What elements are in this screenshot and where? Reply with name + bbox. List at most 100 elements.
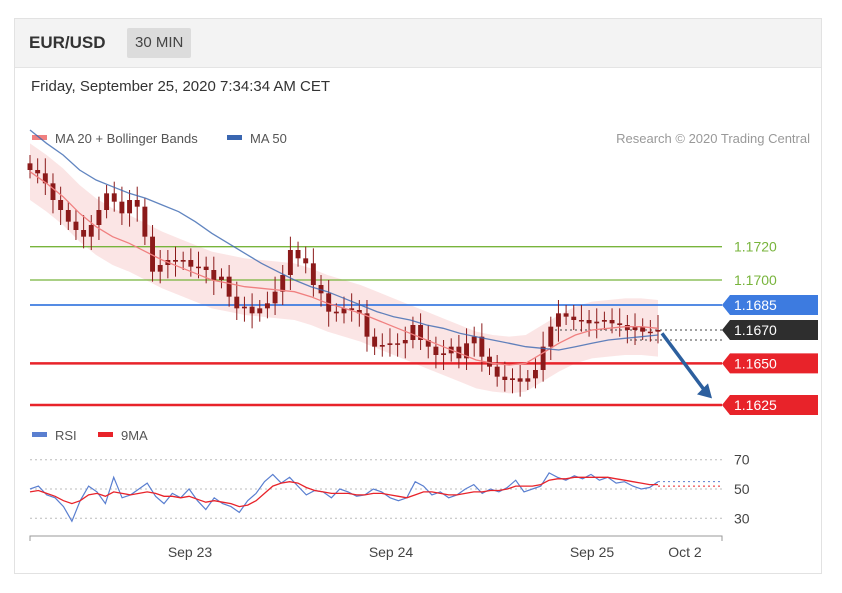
candle-body xyxy=(234,296,240,309)
candle-body xyxy=(58,200,64,210)
chart-header: EUR/USD 30 MIN xyxy=(15,19,821,68)
candle-body xyxy=(42,173,48,184)
level-label-1.1720: 1.1720 xyxy=(734,239,777,255)
timestamp: Friday, September 25, 2020 7:34:34 AM CE… xyxy=(31,78,331,95)
rsi-legend-label-0: RSI xyxy=(55,428,77,443)
candle-body xyxy=(586,320,592,324)
candle-body xyxy=(594,321,600,324)
x-tick-Sep-24: Sep 24 xyxy=(369,544,414,560)
rsi-legend-swatch-1 xyxy=(98,432,113,437)
candle-body xyxy=(333,311,339,314)
candle-body xyxy=(226,276,232,297)
timeframe-button[interactable]: 30 MIN xyxy=(127,28,192,58)
copyright-notice: Research © 2020 Trading Central xyxy=(616,131,810,146)
candle-body xyxy=(73,221,79,230)
level-label-1.1670: 1.1670 xyxy=(734,322,777,338)
projection-arrow-shaft xyxy=(660,332,708,394)
candle-body xyxy=(134,200,140,207)
candle-body xyxy=(395,343,401,345)
candle-body xyxy=(157,265,163,272)
candle-body xyxy=(433,346,439,355)
candle-body xyxy=(563,313,569,317)
rsi-tick-70: 70 xyxy=(734,452,750,468)
candle-body xyxy=(471,336,477,344)
candle-body xyxy=(65,210,71,222)
candle-body xyxy=(548,326,554,347)
candle-body xyxy=(249,306,255,314)
candle-body xyxy=(632,326,638,330)
legend-swatch-ma50 xyxy=(227,135,242,140)
rsi-tick-50: 50 xyxy=(734,481,750,497)
candle-body xyxy=(640,326,646,332)
candle-body xyxy=(655,330,661,332)
candle-body xyxy=(88,225,94,237)
candle-body xyxy=(264,303,270,309)
candle-body xyxy=(571,316,577,320)
candle-body xyxy=(425,340,431,347)
level-tag-1.1625 xyxy=(722,395,818,415)
x-tick-Oct-2: Oct 2 xyxy=(668,544,702,560)
chart-card: EUR/USD 30 MIN Friday, September 25, 202… xyxy=(14,18,822,574)
legend-label-ma50: MA 50 xyxy=(250,131,287,146)
candle-body xyxy=(617,323,623,325)
x-tick-Sep-25: Sep 25 xyxy=(570,544,615,560)
candle-body xyxy=(609,320,615,324)
level-tag-1.1650 xyxy=(722,353,818,374)
level-tag-1.1685 xyxy=(722,295,818,315)
candle-body xyxy=(402,340,408,344)
level-tag-1.1670 xyxy=(722,320,818,340)
candle-body xyxy=(35,170,41,174)
candle-body xyxy=(525,378,531,382)
candle-body xyxy=(104,193,110,210)
candle-body xyxy=(441,353,447,355)
candle-body xyxy=(387,343,393,345)
candle-body xyxy=(241,306,247,309)
candle-body xyxy=(50,183,56,200)
candle-body xyxy=(540,346,546,370)
candle-body xyxy=(341,308,347,314)
legend-label-ma20: MA 20 + Bollinger Bands xyxy=(55,131,198,146)
candle-body xyxy=(364,313,370,337)
ma20-line xyxy=(29,171,659,366)
candle-body xyxy=(211,270,217,280)
level-label-1.1650: 1.1650 xyxy=(734,355,777,371)
candle-body xyxy=(418,325,424,340)
candle-body xyxy=(119,201,125,214)
bollinger-band xyxy=(30,143,658,394)
candle-body xyxy=(533,370,538,379)
candle-body xyxy=(555,313,561,327)
candle-body xyxy=(303,258,309,264)
candle-body xyxy=(280,275,286,292)
candle-body xyxy=(310,263,316,285)
candle-body xyxy=(27,163,33,170)
candle-body xyxy=(494,366,500,377)
candle-body xyxy=(487,356,492,367)
candle-body xyxy=(510,378,515,380)
candle-body xyxy=(180,260,186,262)
rsi-ma-line xyxy=(29,476,658,508)
candle-body xyxy=(326,293,332,312)
candle-body xyxy=(219,276,224,280)
x-tick-Sep-23: Sep 23 xyxy=(168,544,213,560)
currency-pair-title: EUR/USD xyxy=(29,33,106,52)
candle-body xyxy=(188,260,194,267)
candle-body xyxy=(647,331,653,334)
candle-body xyxy=(479,336,485,357)
candle-body xyxy=(150,236,155,272)
candle-body xyxy=(372,336,378,347)
candle-body xyxy=(295,250,301,259)
x-axis xyxy=(29,535,723,541)
candle-body xyxy=(379,345,385,347)
candle-body xyxy=(624,325,630,330)
candle-body xyxy=(203,266,209,270)
projection-arrow-head xyxy=(697,383,712,399)
rsi-legend-label-1: 9MA xyxy=(121,428,148,443)
candle-body xyxy=(142,206,148,237)
candle-body xyxy=(349,308,355,310)
candle-body xyxy=(517,378,523,382)
candle-body xyxy=(81,230,87,237)
candle-body xyxy=(464,343,469,359)
candle-body xyxy=(410,325,416,340)
candle-body xyxy=(502,376,508,380)
